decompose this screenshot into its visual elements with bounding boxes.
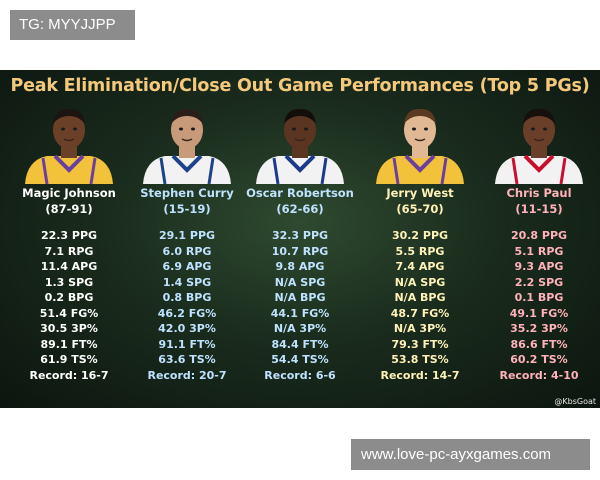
- stat-bpg: 0.2 BPG: [44, 291, 94, 304]
- stat-record: Record: 20-7: [147, 368, 227, 382]
- stat-fg-pct: 48.7 FG%: [390, 306, 450, 320]
- stat-rpg: 5.1 RPG: [514, 244, 564, 258]
- stat-fg-pct: 44.1 FG%: [270, 306, 330, 320]
- stat-record: Record: 6-6: [264, 368, 336, 382]
- stat-3p-pct: 42.0 3P%: [158, 322, 216, 335]
- stat-3p-pct: N/A 3P%: [273, 322, 327, 335]
- stat-ts-pct: 53.8 TS%: [391, 353, 449, 366]
- stat-spg: 1.4 SPG: [162, 275, 212, 289]
- player-column-jerry-west: Jerry West (65-70) 30.2 PPG 5.5 RPG 7.4 APG N…: [360, 104, 480, 404]
- stat-ppg: 29.1 PPG: [158, 229, 216, 242]
- graphic-title: Peak Elimination/Close Out Game Performa…: [10, 76, 590, 96]
- player-stats-list: 20.8 PPG 5.1 RPG 9.3 APG 2.2 SPG 0.1 BPG 49.1…: [479, 228, 599, 383]
- watermark-top: TG: MYYJJPP: [10, 10, 135, 40]
- stat-ft-pct: 79.3 FT%: [391, 337, 449, 351]
- infographic: Peak Elimination/Close Out Game Performa…: [0, 70, 600, 408]
- stat-ft-pct: 91.1 FT%: [158, 337, 216, 351]
- player-stats-list: 29.1 PPG 6.0 RPG 6.9 APG 1.4 SPG 0.8 BPG 46.2…: [127, 228, 247, 383]
- stat-record: Record: 14-7: [380, 368, 460, 382]
- stat-ft-pct: 86.6 FT%: [510, 337, 568, 351]
- stat-fg-pct: 51.4 FG%: [39, 306, 99, 320]
- watermark-bottom: www.love-pc-ayxgames.com: [351, 439, 590, 470]
- stat-spg: 1.3 SPG: [44, 275, 94, 289]
- player-name: Oscar Robertson: [246, 186, 354, 200]
- stat-ppg: 30.2 PPG: [391, 229, 449, 242]
- stat-spg: N/A SPG: [394, 275, 446, 289]
- credit-text: @KbsGoat: [554, 397, 596, 406]
- stat-apg: 11.4 APG: [40, 260, 98, 273]
- player-column-oscar-robertson: Oscar Robertson (62-66) 32.3 PPG 10.7 RPG 9.…: [240, 104, 360, 404]
- player-column-magic-johnson: Magic Johnson (87-91) 22.3 PPG 7.1 RPG 11.4 …: [9, 104, 129, 404]
- player-years: (65-70): [396, 202, 444, 216]
- stat-rpg: 5.5 RPG: [395, 244, 445, 258]
- player-name: Jerry West: [386, 186, 454, 200]
- stat-ppg: 20.8 PPG: [510, 229, 568, 242]
- stat-ts-pct: 63.6 TS%: [158, 353, 216, 366]
- stat-rpg: 6.0 RPG: [162, 244, 212, 258]
- player-portrait: [143, 108, 231, 184]
- stat-bpg: N/A BPG: [394, 291, 446, 304]
- stat-bpg: 0.8 BPG: [162, 291, 212, 304]
- player-stats-list: 32.3 PPG 10.7 RPG 9.8 APG N/A SPG N/A BPG 44.…: [240, 228, 360, 383]
- stat-bpg: N/A BPG: [274, 291, 326, 304]
- player-name: Magic Johnson: [22, 186, 116, 200]
- stat-ts-pct: 61.9 TS%: [40, 353, 98, 366]
- stat-spg: 2.2 SPG: [514, 275, 564, 289]
- stat-apg: 9.8 APG: [275, 260, 325, 273]
- player-name: Chris Paul: [506, 186, 572, 200]
- player-column-stephen-curry: Stephen Curry (15-19) 29.1 PPG 6.0 RPG 6.9 A…: [127, 104, 247, 404]
- stat-fg-pct: 49.1 FG%: [509, 306, 569, 320]
- player-years: (62-66): [276, 202, 324, 216]
- stat-record: Record: 4-10: [499, 368, 579, 382]
- player-portrait: [376, 108, 464, 184]
- stat-ft-pct: 89.1 FT%: [40, 337, 98, 351]
- player-years: (11-15): [515, 202, 563, 216]
- player-portrait: [495, 108, 583, 184]
- stat-ppg: 22.3 PPG: [40, 229, 98, 242]
- stat-rpg: 10.7 RPG: [271, 244, 329, 258]
- player-stats-list: 22.3 PPG 7.1 RPG 11.4 APG 1.3 SPG 0.2 BPG 51.…: [9, 228, 129, 383]
- stat-3p-pct: N/A 3P%: [393, 322, 447, 335]
- stat-bpg: 0.1 BPG: [514, 291, 564, 304]
- stat-spg: N/A SPG: [274, 275, 326, 289]
- player-years: (15-19): [163, 202, 211, 216]
- stat-3p-pct: 30.5 3P%: [40, 322, 98, 335]
- stat-fg-pct: 46.2 FG%: [157, 306, 217, 320]
- stat-apg: 9.3 APG: [514, 260, 564, 273]
- stat-ppg: 32.3 PPG: [271, 229, 329, 242]
- player-name: Stephen Curry: [140, 186, 234, 200]
- player-column-chris-paul: Chris Paul (11-15) 20.8 PPG 5.1 RPG 9.3 APG 2…: [479, 104, 599, 404]
- player-portrait: [256, 108, 344, 184]
- stat-3p-pct: 35.2 3P%: [510, 322, 568, 335]
- stat-ts-pct: 60.2 TS%: [510, 353, 568, 366]
- player-stats-list: 30.2 PPG 5.5 RPG 7.4 APG N/A SPG N/A BPG 48.7…: [360, 228, 480, 383]
- stat-record: Record: 16-7: [29, 368, 109, 382]
- stat-apg: 7.4 APG: [395, 260, 445, 273]
- stat-apg: 6.9 APG: [162, 260, 212, 273]
- stat-rpg: 7.1 RPG: [44, 244, 94, 258]
- player-portrait: [25, 108, 113, 184]
- stat-ts-pct: 54.4 TS%: [271, 353, 329, 366]
- player-years: (87-91): [45, 202, 93, 216]
- stat-ft-pct: 84.4 FT%: [271, 337, 329, 351]
